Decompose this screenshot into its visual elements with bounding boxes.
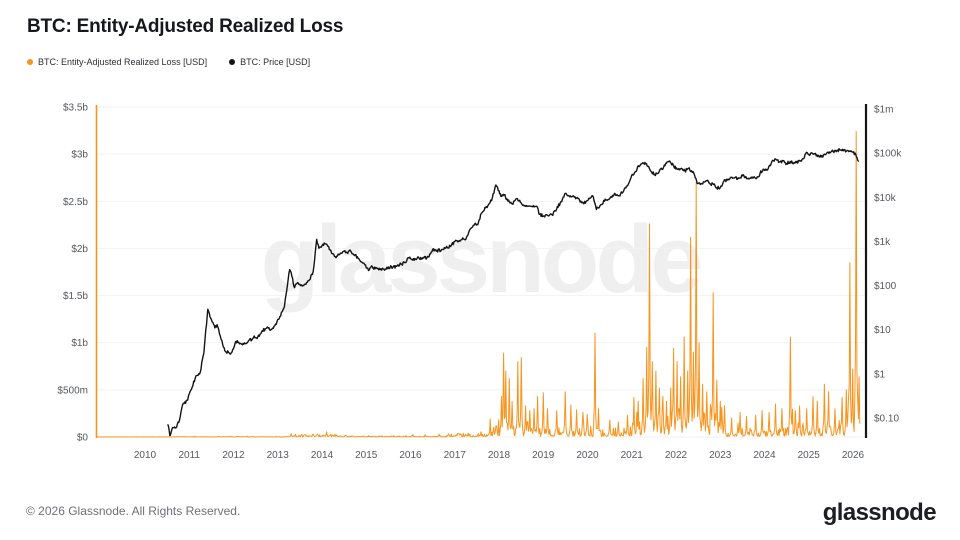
footer-copyright: © 2026 Glassnode. All Rights Reserved. xyxy=(26,504,241,518)
loss-series-line xyxy=(95,131,861,438)
y-left-tick-label: $500m xyxy=(57,385,88,396)
x-tick-label: 2010 xyxy=(134,450,157,461)
y-right-tick-label: $10 xyxy=(874,325,891,336)
x-tick-label: 2020 xyxy=(576,450,599,461)
x-tick-label: 2011 xyxy=(178,450,200,461)
legend-label-price: BTC: Price [USD] xyxy=(240,57,311,67)
x-tick-label: 2026 xyxy=(842,450,865,461)
x-tick-label: 2021 xyxy=(621,450,644,461)
x-tick-label: 2023 xyxy=(709,450,732,461)
y-right-tick-label: $100k xyxy=(874,149,902,160)
y-left-tick-label: $2b xyxy=(71,244,88,255)
legend-swatch-loss-icon xyxy=(27,59,33,65)
y-right-tick-label: $100 xyxy=(874,281,897,292)
y-right-tick-label: $10k xyxy=(874,193,897,204)
y-right-tick-label: $1 xyxy=(874,369,886,380)
legend-label-loss: BTC: Entity-Adjusted Realized Loss [USD] xyxy=(38,57,208,67)
x-tick-label: 2019 xyxy=(532,450,555,461)
y-right-tick-label: $1m xyxy=(874,105,893,116)
x-tick-label: 2018 xyxy=(488,450,511,461)
y-left-tick-label: $1b xyxy=(71,338,88,349)
chart-legend: BTC: Entity-Adjusted Realized Loss [USD]… xyxy=(27,57,310,67)
page-title: BTC: Entity-Adjusted Realized Loss xyxy=(27,16,344,37)
x-tick-label: 2014 xyxy=(311,450,334,461)
glassnode-logo: glassnode xyxy=(822,499,937,526)
y-left-tick-label: $3.5b xyxy=(63,103,88,114)
y-right-tick-label: $1k xyxy=(874,237,891,248)
y-left-tick-label: $0 xyxy=(77,433,89,444)
price-series-line xyxy=(167,148,859,437)
x-tick-label: 2013 xyxy=(267,450,290,461)
y-left-tick-label: $3b xyxy=(71,150,88,161)
x-tick-label: 2015 xyxy=(355,450,378,461)
x-tick-label: 2017 xyxy=(444,450,467,461)
legend-item-price: BTC: Price [USD] xyxy=(229,57,310,67)
x-tick-label: 2012 xyxy=(222,450,245,461)
legend-item-realized-loss: BTC: Entity-Adjusted Realized Loss [USD] xyxy=(27,57,207,67)
x-tick-label: 2016 xyxy=(399,450,422,461)
y-left-tick-label: $2.5b xyxy=(63,197,88,208)
legend-swatch-price-icon xyxy=(229,59,236,65)
x-tick-label: 2025 xyxy=(798,450,821,461)
x-tick-label: 2024 xyxy=(753,450,776,461)
y-left-tick-label: $1.5b xyxy=(63,291,88,302)
x-tick-label: 2022 xyxy=(665,450,688,461)
y-right-tick-label: $0.10 xyxy=(874,414,899,425)
